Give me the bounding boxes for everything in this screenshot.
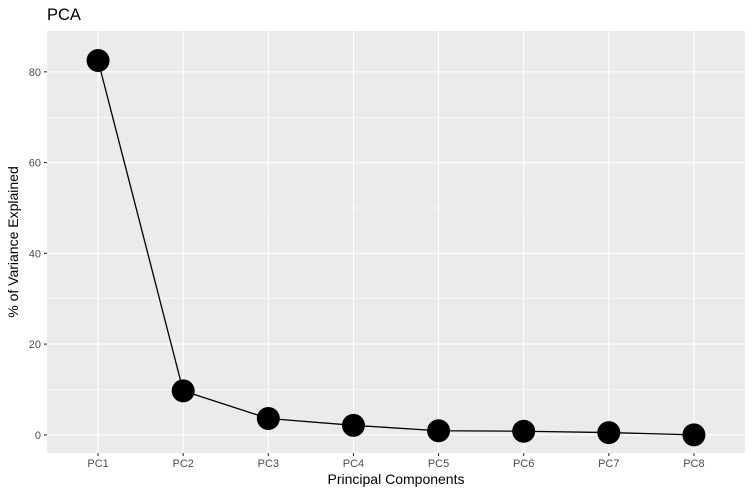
y-tick-label: 60 xyxy=(29,158,41,170)
data-point-pc4 xyxy=(341,413,365,437)
data-layer xyxy=(86,48,706,447)
data-point-pc8 xyxy=(682,423,706,447)
chart-title: PCA xyxy=(47,6,81,24)
y-tick-label: 80 xyxy=(29,67,41,79)
x-tick-label: PC3 xyxy=(258,458,279,470)
x-tick-label: PC7 xyxy=(598,458,619,470)
y-tick-label: 40 xyxy=(29,248,41,260)
x-tick-label: PC4 xyxy=(343,458,364,470)
x-tick-label: PC2 xyxy=(172,458,193,470)
x-axis: PC1 PC2 PC3 PC4 PC5 PC6 PC7 PC8 xyxy=(87,453,705,470)
series-line xyxy=(97,60,694,436)
x-tick-label: PC8 xyxy=(683,458,704,470)
data-point-pc7 xyxy=(597,421,621,445)
y-axis: 0 20 40 60 80 xyxy=(29,67,47,442)
x-tick-label: PC6 xyxy=(513,458,534,470)
y-tick-label: 0 xyxy=(35,430,41,442)
data-point-pc1 xyxy=(86,48,110,72)
data-point-pc2 xyxy=(171,379,195,403)
data-point-pc6 xyxy=(512,419,536,443)
x-tick-label: PC1 xyxy=(87,458,108,470)
y-axis-title: % of Variance Explained xyxy=(5,166,21,318)
plot-panel xyxy=(47,31,745,453)
data-point-pc5 xyxy=(427,419,451,443)
x-tick-label: PC5 xyxy=(428,458,449,470)
y-tick-label: 20 xyxy=(29,339,41,351)
minor-gridlines xyxy=(47,116,745,390)
data-point-pc3 xyxy=(256,407,280,431)
x-axis-title: Principal Components xyxy=(328,471,465,487)
